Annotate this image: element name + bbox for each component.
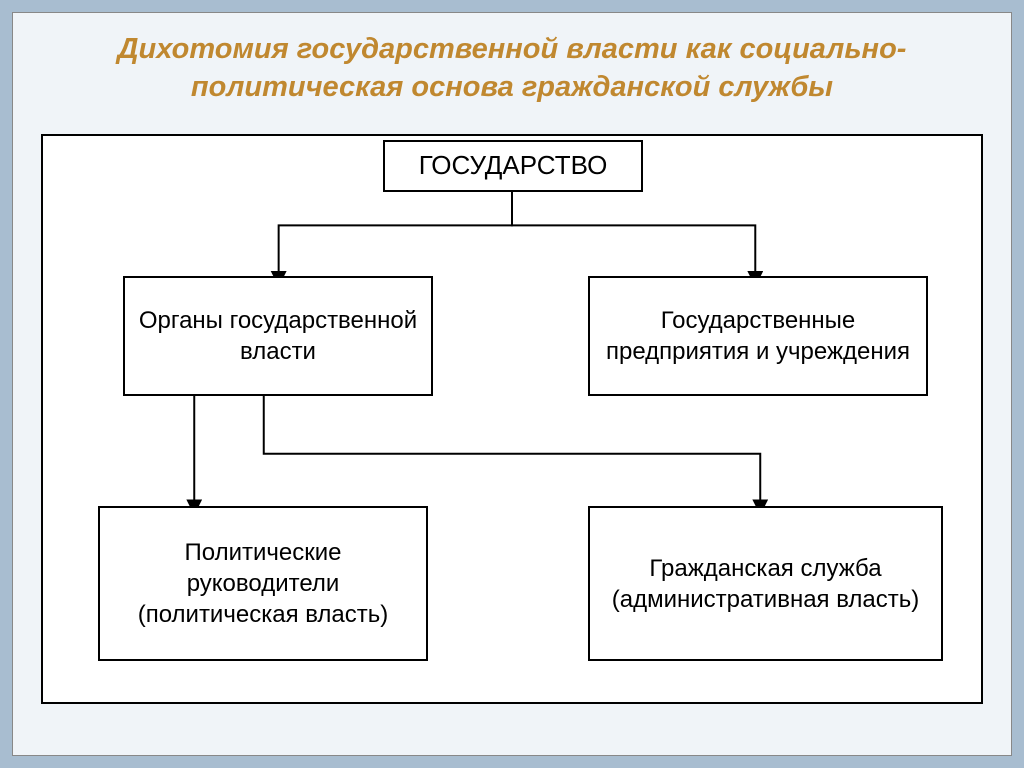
slide: Дихотомия государственной власти как соц…: [12, 12, 1012, 756]
node-enterp: Государственные предприятия и учреждения: [588, 276, 928, 396]
slide-title: Дихотомия государственной власти как соц…: [13, 13, 1011, 116]
node-organs: Органы государственной власти: [123, 276, 433, 396]
node-polit: Политические руководители (политическая …: [98, 506, 428, 661]
diagram-container: ГОСУДАРСТВО Органы государственной власти…: [41, 134, 983, 704]
node-state: ГОСУДАРСТВО: [383, 140, 643, 192]
node-civil: Гражданская служба (административная вла…: [588, 506, 943, 661]
